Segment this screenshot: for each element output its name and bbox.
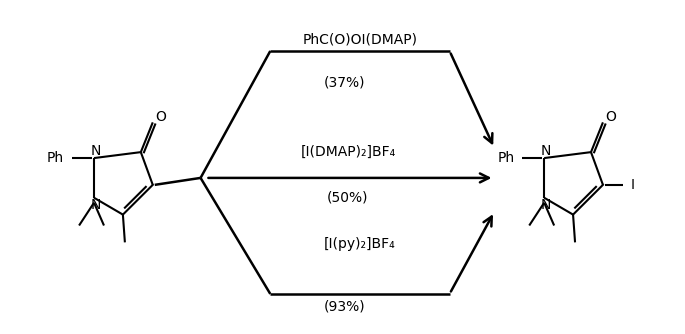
Text: O: O bbox=[606, 111, 616, 125]
Text: N: N bbox=[541, 144, 551, 158]
Text: (93%): (93%) bbox=[324, 300, 366, 314]
Text: PhC(O)OI(DMAP): PhC(O)OI(DMAP) bbox=[303, 32, 417, 46]
Text: N: N bbox=[91, 144, 101, 158]
Text: [I(py)₂]BF₄: [I(py)₂]BF₄ bbox=[324, 237, 396, 252]
Text: O: O bbox=[155, 111, 166, 125]
Text: (37%): (37%) bbox=[324, 76, 366, 90]
Text: N: N bbox=[91, 198, 101, 212]
Text: Ph: Ph bbox=[497, 151, 514, 165]
Text: N: N bbox=[541, 198, 551, 212]
Text: I: I bbox=[631, 178, 635, 192]
Text: (50%): (50%) bbox=[327, 191, 369, 205]
Text: [I(DMAP)₂]BF₄: [I(DMAP)₂]BF₄ bbox=[300, 145, 396, 159]
Text: Ph: Ph bbox=[47, 151, 64, 165]
